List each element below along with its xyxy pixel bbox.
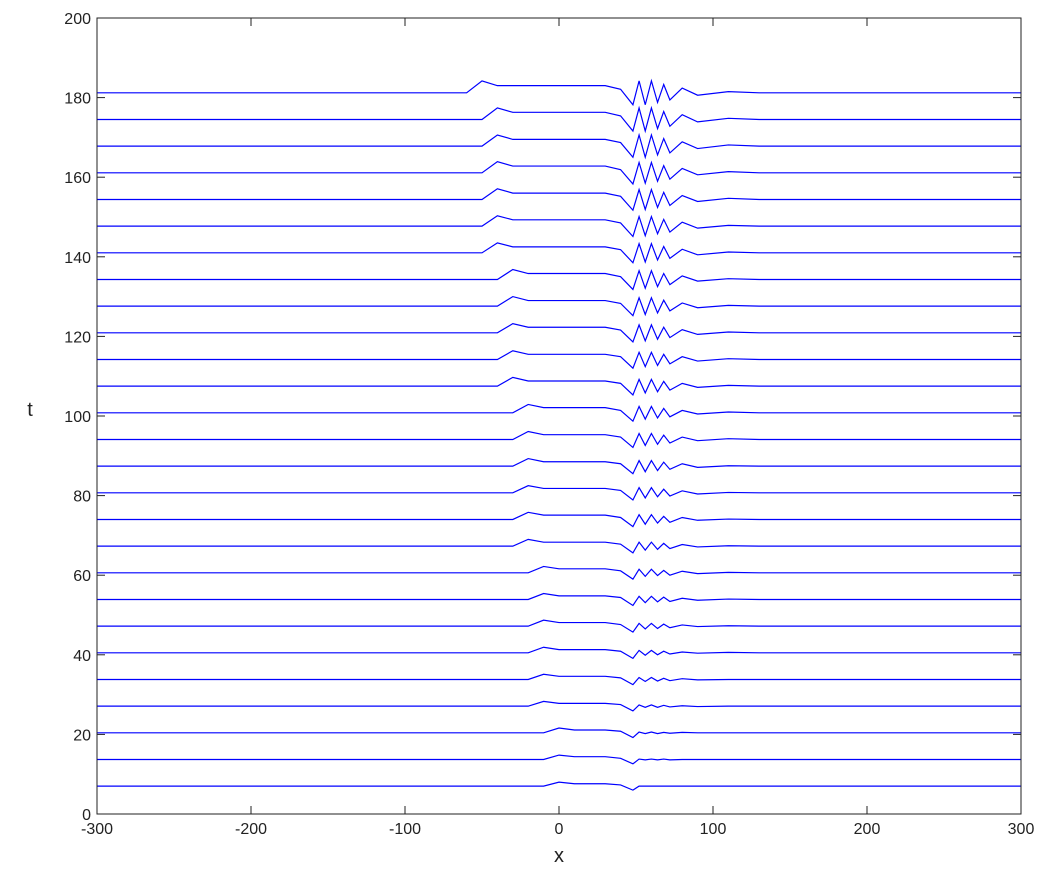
y-axis-label: t [27, 399, 33, 421]
trace-line [97, 323, 1021, 344]
y-tick-label: 60 [73, 568, 91, 585]
trace-line [97, 214, 1021, 238]
trace-line [97, 754, 1021, 765]
traces [97, 78, 1021, 791]
trace-line [97, 350, 1021, 370]
x-tick-label: 100 [700, 821, 727, 838]
trace-line [97, 241, 1021, 264]
y-tick-label: 0 [82, 807, 91, 824]
trace-line [97, 457, 1021, 475]
x-tick-label: -300 [81, 821, 113, 838]
trace-line [97, 727, 1021, 739]
trace-line [97, 673, 1021, 686]
trace-line [97, 132, 1021, 160]
trace-line [97, 592, 1021, 607]
trace-line [97, 619, 1021, 633]
y-tick-label: 120 [64, 329, 91, 346]
trace-line [97, 538, 1021, 554]
trace-line [97, 403, 1021, 423]
x-axis-label: x [554, 845, 564, 867]
trace-line [97, 781, 1021, 791]
trace-line [97, 376, 1021, 396]
trace-line [97, 646, 1021, 660]
y-tick-label: 100 [64, 409, 91, 426]
plot-area [97, 18, 1021, 814]
y-tick-label: 140 [64, 250, 91, 267]
x-tick-label: 200 [854, 821, 881, 838]
trace-line [97, 485, 1021, 501]
y-tick-label: 160 [64, 170, 91, 187]
x-tick-label: 0 [555, 821, 564, 838]
trace-line [97, 700, 1021, 712]
y-tick-label: 80 [73, 489, 91, 506]
trace-line [97, 295, 1021, 317]
trace-line [97, 160, 1021, 186]
y-tick-label: 20 [73, 727, 91, 744]
y-tick-label: 180 [64, 91, 91, 108]
x-tick-label: -100 [389, 821, 421, 838]
x-tick-label: -200 [235, 821, 267, 838]
y-tick-label: 40 [73, 648, 91, 665]
trace-line [97, 78, 1021, 107]
trace-line [97, 511, 1021, 528]
trace-line [97, 105, 1021, 134]
trace-line [97, 268, 1021, 291]
x-tick-label: 300 [1008, 821, 1035, 838]
y-tick-label: 200 [64, 11, 91, 28]
trace-line [97, 565, 1021, 581]
trace-line [97, 430, 1021, 449]
trace-line [97, 187, 1021, 212]
